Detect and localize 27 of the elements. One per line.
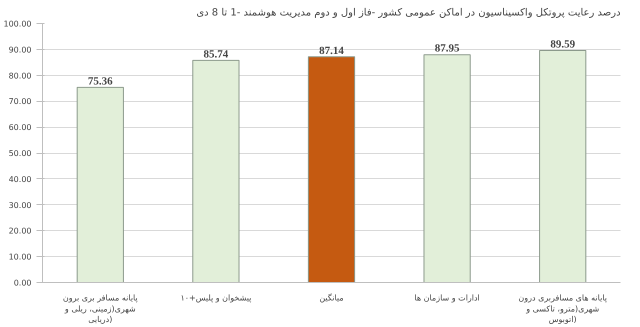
x-tick-label: پایانه مسافر بری برون شهری(زمینی، ریلی و دریایی) bbox=[62, 294, 138, 324]
x-tick-label: ادارات و سازمان ها bbox=[414, 294, 480, 302]
bar bbox=[539, 50, 586, 282]
x-tick-label: پایانه های مسافربری درون شهری(مترو، تاکسی و اتوبوس) bbox=[518, 294, 607, 324]
x-tick-label: میانگین bbox=[319, 292, 344, 302]
bar bbox=[308, 56, 356, 282]
y-tick-label: 60.00 bbox=[8, 123, 32, 132]
x-tick-label: پیشخوان و پلیس+۱۰ bbox=[180, 294, 252, 302]
data-label: 87.95 bbox=[434, 42, 460, 55]
y-tick-label: 100.00 bbox=[4, 20, 32, 28]
data-label: 85.74 bbox=[204, 48, 229, 60]
data-label: 87.14 bbox=[319, 44, 344, 57]
bar bbox=[76, 86, 124, 282]
y-tick-label: 50.00 bbox=[8, 149, 32, 158]
data-label: 75.36 bbox=[88, 75, 114, 88]
bar bbox=[192, 60, 240, 282]
chart-title: درصد رعایت پروتکل واکسیناسیون در اماکن عمومی کشور -فاز اول و دوم مدیریت هوشمند -1 تا 8 دی bbox=[196, 8, 621, 18]
y-tick-label: 80.00 bbox=[8, 71, 32, 80]
y-tick-label: 10.00 bbox=[8, 252, 32, 262]
y-tick-label: 40.00 bbox=[8, 174, 32, 184]
y-tick-label: 90.00 bbox=[8, 45, 32, 54]
y-tick-label: 70.00 bbox=[8, 97, 32, 106]
bar bbox=[423, 54, 471, 282]
y-tick-label: 20.00 bbox=[8, 226, 32, 236]
y-tick-label: 0.00 bbox=[14, 278, 32, 288]
data-label: 89.59 bbox=[550, 38, 576, 50]
y-tick-label: 30.00 bbox=[8, 200, 32, 210]
